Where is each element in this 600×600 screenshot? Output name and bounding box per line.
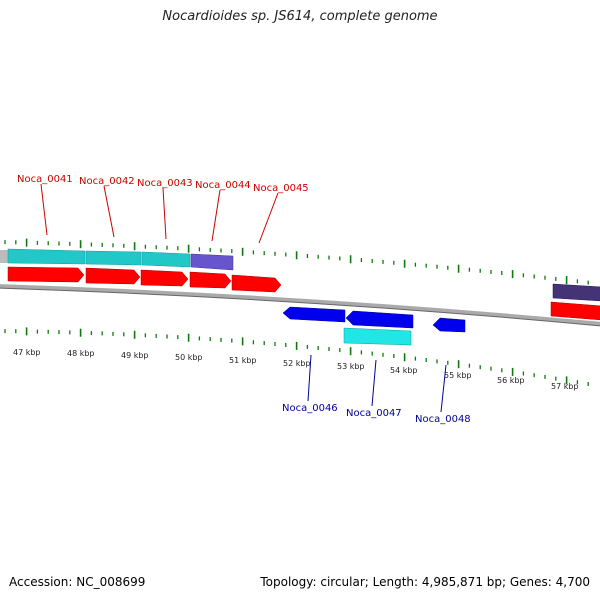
leader-noca-0045 bbox=[258, 192, 279, 244]
feature-noca-0041[interactable] bbox=[7, 248, 86, 265]
cds-noca-0044[interactable] bbox=[189, 271, 232, 289]
feature-noca-0042[interactable] bbox=[85, 250, 142, 266]
leader-noca-0043 bbox=[162, 187, 167, 240]
cds-right-edge[interactable] bbox=[550, 301, 600, 321]
page-title: Nocardioides sp. JS614, complete genome bbox=[162, 9, 438, 24]
gene-label-noca-0045[interactable]: Noca_0045 bbox=[253, 183, 309, 194]
reverse-strand-features bbox=[282, 306, 466, 346]
scale-label-56kbp: 56 kbp bbox=[497, 376, 525, 385]
cds-noca-0041[interactable] bbox=[7, 266, 85, 283]
gene-label-noca-0048[interactable]: Noca_0048 bbox=[415, 414, 471, 425]
leader-noca-0048 bbox=[440, 364, 447, 413]
forward-leader-lines bbox=[40, 183, 279, 244]
tick-row-bottom bbox=[4, 327, 589, 386]
scale-label-49kbp: 49 kbp bbox=[121, 351, 149, 360]
gene-label-noca-0042[interactable]: Noca_0042 bbox=[79, 176, 135, 187]
gene-label-noca-0046[interactable]: Noca_0046 bbox=[282, 403, 338, 414]
gene-label-noca-0044[interactable]: Noca_0044 bbox=[195, 180, 251, 191]
cds-noca-0042[interactable] bbox=[85, 267, 141, 285]
leader-noca-0044 bbox=[211, 189, 221, 242]
reverse-gene-labels: Noca_0046 Noca_0047 Noca_0048 bbox=[282, 403, 471, 425]
leader-noca-0042 bbox=[103, 185, 115, 238]
gene-label-noca-0041[interactable]: Noca_0041 bbox=[17, 174, 73, 185]
cds-noca-0043[interactable] bbox=[140, 269, 189, 287]
forward-gene-labels: Noca_0041 Noca_0042 Noca_0043 Noca_0044 … bbox=[17, 174, 309, 194]
leader-noca-0046 bbox=[307, 354, 312, 402]
genome-backbone bbox=[0, 284, 600, 326]
gene-label-noca-0047[interactable]: Noca_0047 bbox=[346, 408, 402, 419]
scale-label-52kbp: 52 kbp bbox=[283, 359, 311, 368]
tick-row-top bbox=[4, 238, 589, 285]
leader-noca-0047 bbox=[371, 359, 377, 407]
feature-noca-0047[interactable] bbox=[343, 327, 412, 346]
gene-segment-left-edge[interactable] bbox=[0, 250, 8, 263]
scale-label-50kbp: 50 kbp bbox=[175, 353, 203, 362]
cds-noca-0045[interactable] bbox=[231, 274, 282, 293]
scale-label-48kbp: 48 kbp bbox=[67, 349, 95, 358]
genome-backbone-edge bbox=[0, 287, 600, 327]
topology-text: Topology: circular; Length: 4,985,871 bp… bbox=[260, 575, 590, 589]
feature-right-edge[interactable] bbox=[552, 283, 600, 302]
accession-text: Accession: NC_008699 bbox=[9, 575, 146, 589]
leader-noca-0041 bbox=[40, 183, 48, 236]
gene-label-noca-0043[interactable]: Noca_0043 bbox=[137, 178, 193, 189]
forward-strand-features bbox=[0, 248, 600, 321]
scale-label-55kbp: 55 kbp bbox=[444, 371, 472, 380]
scale-label-54kbp: 54 kbp bbox=[390, 366, 418, 375]
cds-noca-0048[interactable] bbox=[432, 317, 466, 333]
scale-label-47kbp: 47 kbp bbox=[13, 348, 41, 357]
feature-noca-0043[interactable] bbox=[141, 251, 191, 268]
scale-label-53kbp: 53 kbp bbox=[337, 362, 365, 371]
scale-labels: 47 kbp 48 kbp 49 kbp 50 kbp 51 kbp 52 kb… bbox=[13, 348, 579, 391]
reverse-leader-lines bbox=[307, 354, 447, 413]
cds-noca-0047[interactable] bbox=[345, 310, 414, 329]
scale-label-51kbp: 51 kbp bbox=[229, 356, 257, 365]
cds-noca-0046[interactable] bbox=[282, 306, 346, 323]
feature-noca-0044[interactable] bbox=[190, 253, 234, 271]
scale-label-57kbp: 57 kbp bbox=[551, 382, 579, 391]
